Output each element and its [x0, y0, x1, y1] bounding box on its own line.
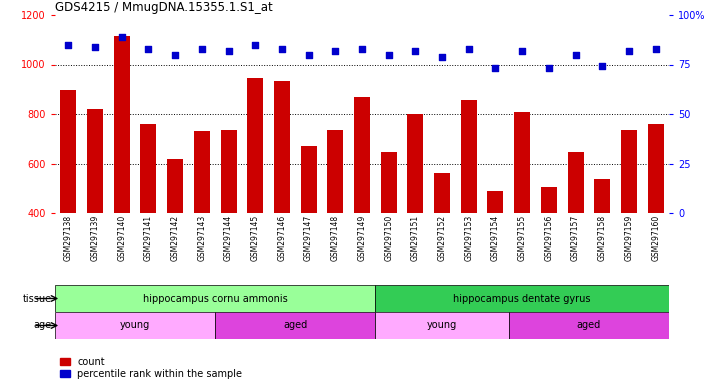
- Point: [597, 63, 608, 70]
- Bar: [60, 90, 76, 213]
- Bar: [568, 152, 583, 213]
- Text: GDS4215 / MmugDNA.15355.1.S1_at: GDS4215 / MmugDNA.15355.1.S1_at: [55, 1, 273, 14]
- Point: [490, 65, 501, 71]
- Bar: [215, 312, 376, 339]
- Text: young: young: [120, 321, 150, 331]
- Bar: [114, 36, 130, 213]
- Text: age: age: [34, 321, 51, 331]
- Point: [330, 48, 341, 54]
- Point: [436, 53, 448, 60]
- Bar: [514, 112, 531, 213]
- Point: [516, 48, 528, 54]
- Point: [303, 51, 314, 58]
- Bar: [541, 187, 557, 213]
- Bar: [648, 124, 664, 213]
- Text: aged: aged: [283, 321, 308, 331]
- Point: [143, 46, 154, 52]
- Text: hippocampus dentate gyrus: hippocampus dentate gyrus: [453, 293, 591, 303]
- Bar: [274, 81, 290, 213]
- Bar: [221, 130, 236, 213]
- Point: [543, 65, 555, 71]
- Bar: [87, 109, 103, 213]
- Bar: [167, 159, 183, 213]
- Text: tissue: tissue: [22, 293, 51, 303]
- Bar: [376, 285, 669, 312]
- Point: [196, 46, 208, 52]
- Bar: [247, 78, 263, 213]
- Bar: [327, 130, 343, 213]
- Point: [570, 51, 581, 58]
- Bar: [381, 152, 397, 213]
- Bar: [594, 179, 610, 213]
- Point: [249, 41, 261, 48]
- Bar: [193, 131, 210, 213]
- Legend: count, percentile rank within the sample: count, percentile rank within the sample: [60, 357, 242, 379]
- Bar: [376, 312, 509, 339]
- Bar: [55, 312, 215, 339]
- Point: [276, 46, 288, 52]
- Bar: [354, 97, 370, 213]
- Bar: [408, 114, 423, 213]
- Bar: [434, 173, 450, 213]
- Bar: [461, 100, 477, 213]
- Text: hippocampus cornu ammonis: hippocampus cornu ammonis: [143, 293, 288, 303]
- Point: [623, 48, 635, 54]
- Point: [116, 34, 127, 40]
- Point: [169, 51, 181, 58]
- Point: [463, 46, 475, 52]
- Bar: [509, 312, 669, 339]
- Bar: [488, 191, 503, 213]
- Point: [223, 48, 234, 54]
- Point: [89, 44, 101, 50]
- Point: [383, 51, 394, 58]
- Text: aged: aged: [577, 321, 601, 331]
- Bar: [301, 146, 316, 213]
- Point: [356, 46, 368, 52]
- Point: [410, 48, 421, 54]
- Point: [63, 41, 74, 48]
- Bar: [55, 285, 376, 312]
- Bar: [141, 124, 156, 213]
- Bar: [621, 130, 637, 213]
- Point: [650, 46, 661, 52]
- Text: young: young: [427, 321, 457, 331]
